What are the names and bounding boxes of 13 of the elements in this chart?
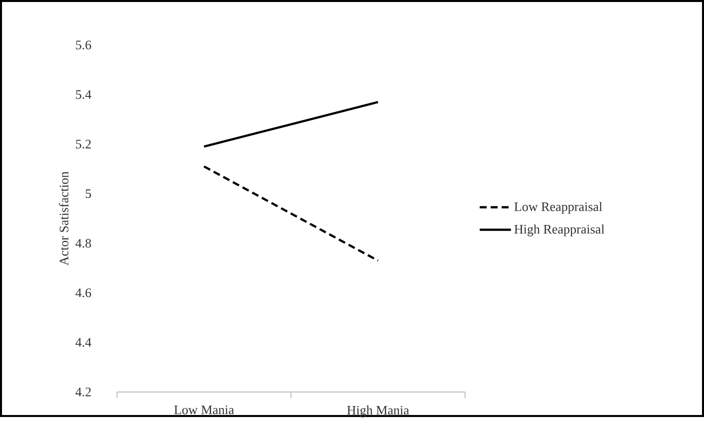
- y-tick-label: 5: [86, 190, 91, 198]
- x-tick-label: High Mania: [347, 406, 410, 418]
- y-tick-label: 4.4: [75, 338, 92, 347]
- legend-label: High Reappraisal: [514, 224, 604, 236]
- y-tick-label: 4.8: [75, 239, 91, 248]
- x-tick-label: Low Mania: [174, 406, 234, 414]
- y-tick-label: 4.2: [75, 388, 91, 397]
- legend-label: Low Reappraisal: [514, 202, 602, 214]
- y-tick-label: 5.4: [76, 90, 92, 100]
- y-tick-label: 5.6: [76, 40, 92, 50]
- y-tick-label: 4.6: [75, 288, 92, 298]
- y-tick-label: 5.2: [76, 140, 91, 149]
- y-axis-title: Actor Satisfaction: [59, 172, 68, 266]
